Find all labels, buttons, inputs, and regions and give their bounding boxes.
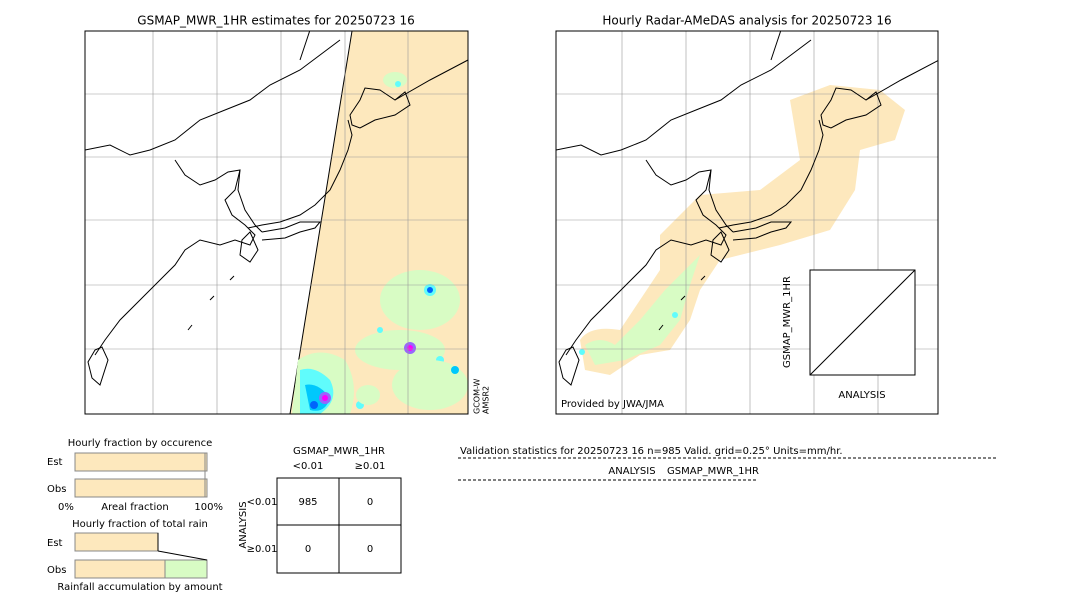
- row-label: ≥0.01: [247, 544, 278, 555]
- panel-title: Hourly fraction by occurence: [68, 438, 212, 449]
- sensor-label: AMSR2: [482, 386, 491, 414]
- right-map: [556, 31, 938, 414]
- row-label: Obs: [47, 565, 66, 576]
- fraction-bar: [74, 559, 166, 579]
- graticule: [556, 31, 938, 414]
- validation-header: Validation statistics for 20250723 16 n=…: [460, 446, 843, 457]
- row-label: Obs: [47, 484, 66, 495]
- sensor-label: GCOM-W: [473, 378, 482, 414]
- fraction-bar: [74, 532, 159, 552]
- axis-label: 100%: [194, 502, 223, 513]
- col-label: GSMAP_MWR_1HR: [667, 466, 759, 477]
- col-label: ANALYSIS: [608, 466, 655, 477]
- axis-label: 0%: [58, 502, 74, 513]
- row-label: Est: [47, 457, 63, 468]
- row-label: Est: [47, 538, 63, 549]
- connector: [157, 533, 208, 561]
- diagonal: [809, 269, 916, 376]
- map-frame: [555, 30, 939, 415]
- table-title: GSMAP_MWR_1HR: [293, 446, 385, 457]
- swath-edge: [289, 31, 353, 414]
- col-label: <0.01: [293, 461, 324, 472]
- row-label: <0.01: [247, 497, 278, 508]
- map-title: Hourly Radar-AMeDAS analysis for 2025072…: [602, 14, 891, 28]
- col-label: ≥0.01: [355, 461, 386, 472]
- axis-label: Areal fraction: [101, 502, 168, 513]
- cell: 0: [305, 544, 311, 555]
- cell: 985: [298, 497, 317, 508]
- graticule: [85, 31, 468, 414]
- credit: Provided by JWA/JMA: [561, 399, 664, 410]
- panel-footer: Rainfall accumulation by amount: [57, 582, 222, 593]
- cell: 0: [367, 544, 373, 555]
- table-grid: [277, 478, 401, 573]
- panel-title: Hourly fraction of total rain: [72, 519, 208, 530]
- fraction-bar: [164, 559, 208, 579]
- map-title: GSMAP_MWR_1HR estimates for 20250723 16: [137, 14, 414, 28]
- left-map: [85, 31, 468, 414]
- inset-xlabel: ANALYSIS: [838, 390, 885, 401]
- cell: 0: [367, 497, 373, 508]
- inset-ylabel: GSMAP_MWR_1HR: [782, 276, 793, 368]
- map-frame: [84, 30, 469, 415]
- fraction-bar: [74, 478, 208, 498]
- fraction-bar: [74, 452, 208, 472]
- row-title: ANALYSIS: [238, 501, 249, 548]
